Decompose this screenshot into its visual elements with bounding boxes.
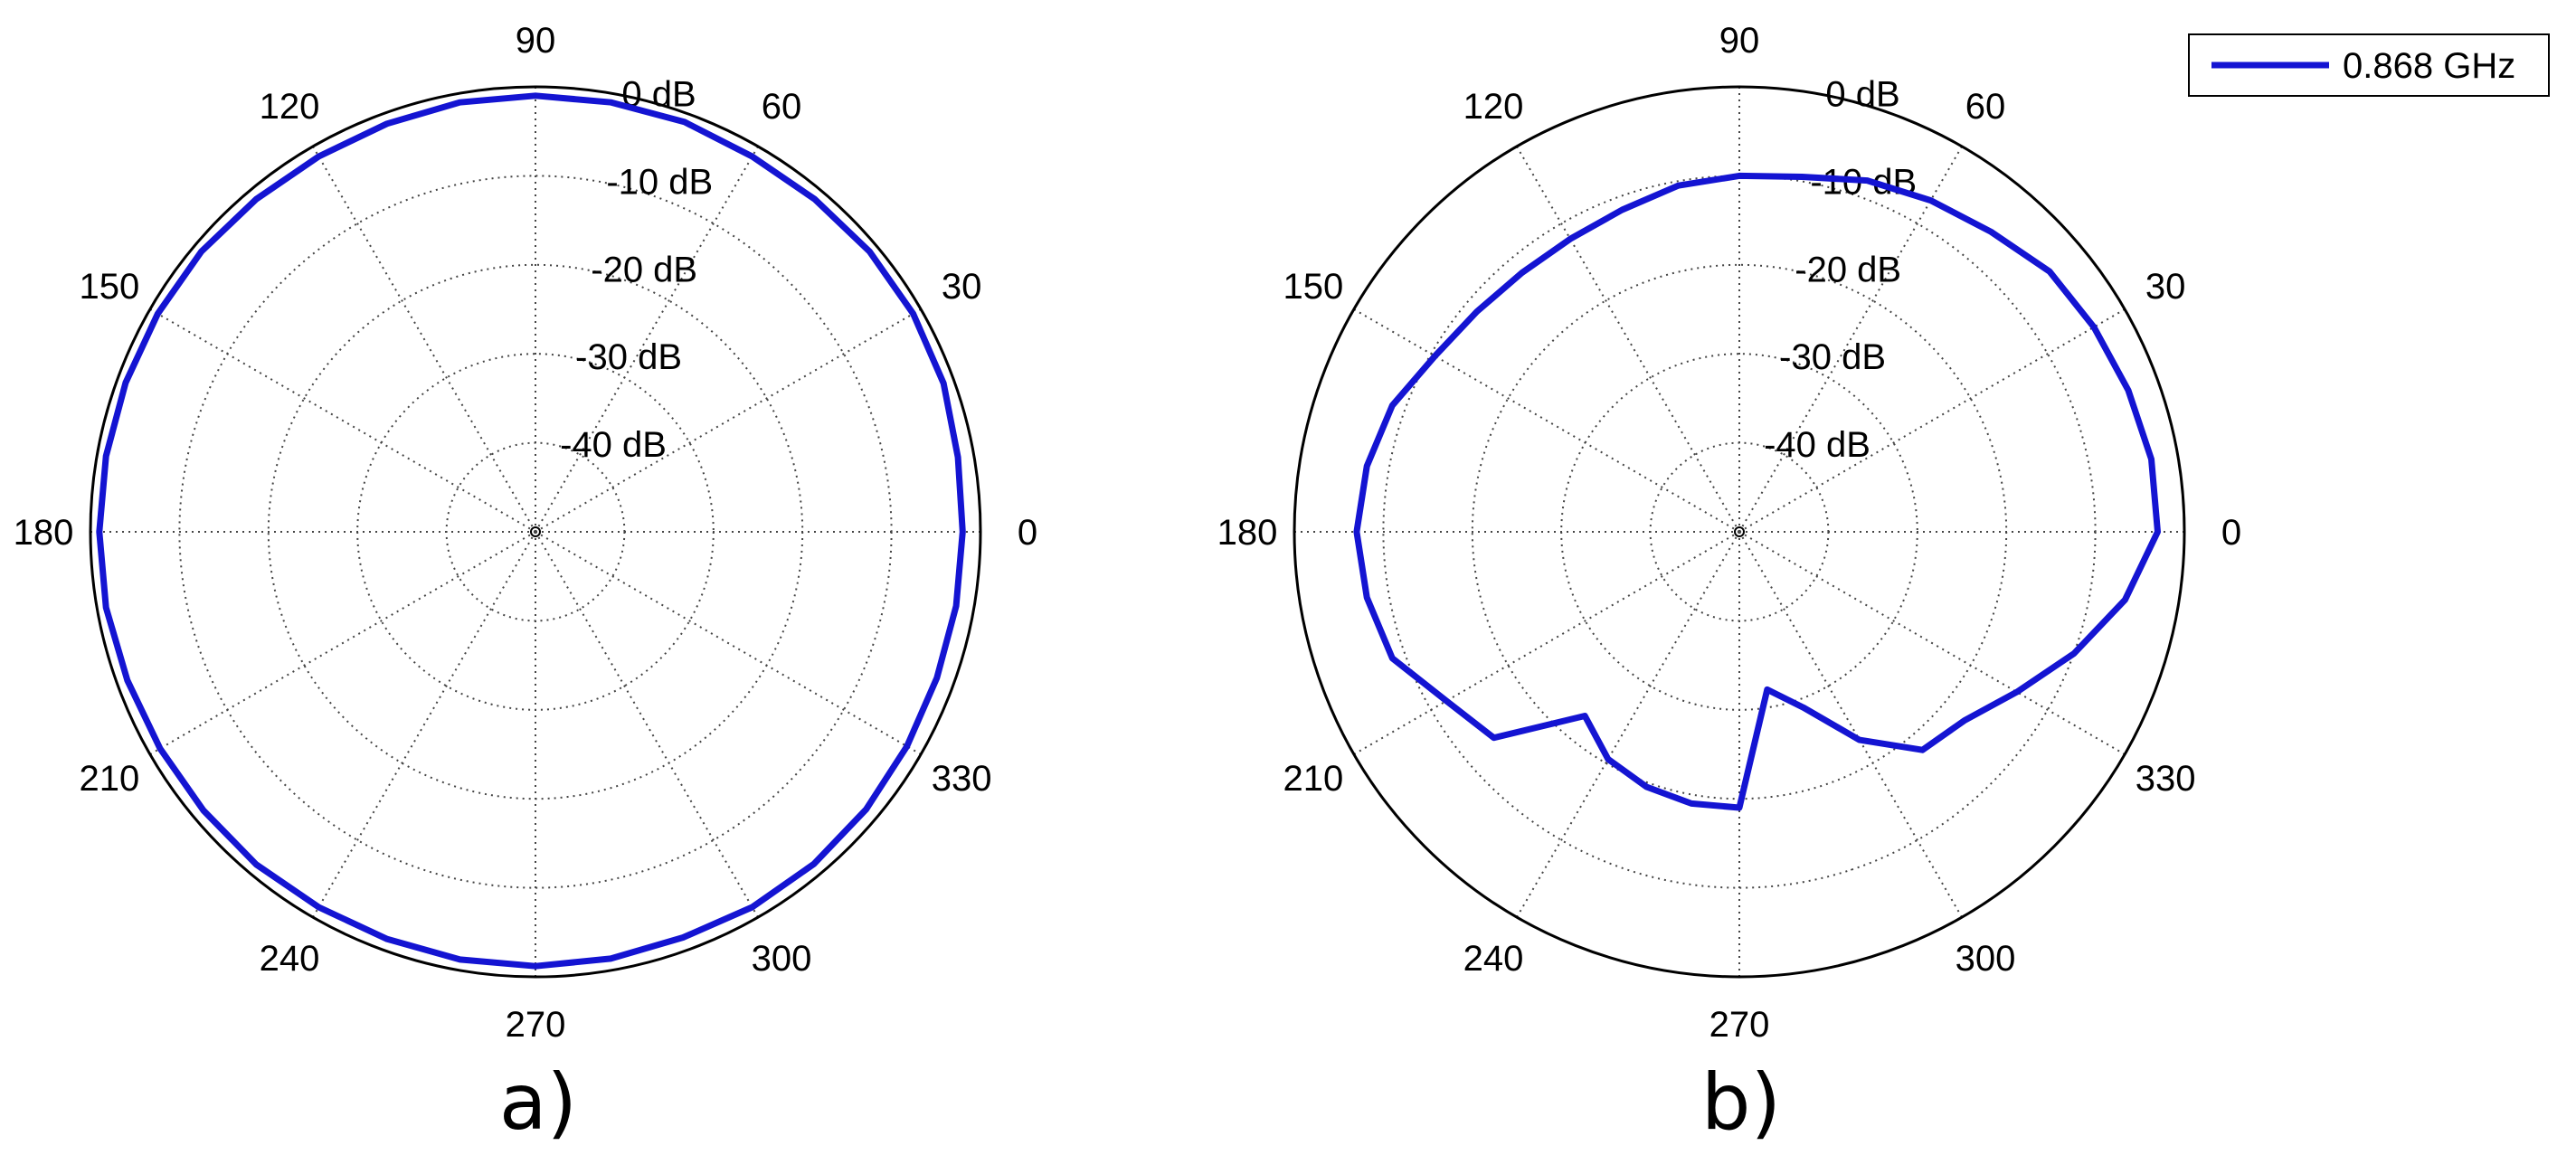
theta-tick-label: 210 (80, 759, 140, 799)
angular-grid-spoke (1353, 531, 1740, 755)
theta-tick-label: 330 (2136, 759, 2196, 799)
theta-tick-label: 30 (942, 267, 982, 307)
theta-tick-label: 300 (1956, 939, 2016, 979)
angular-grid-spoke (535, 308, 922, 533)
legend-entry-label: 0.868 GHz (2343, 46, 2515, 86)
r-tick-label: -20 dB (591, 250, 697, 289)
panel-label-b: b) (1701, 1057, 1781, 1148)
angular-grid-spoke (535, 146, 759, 533)
angular-grid-spoke (312, 146, 536, 533)
r-tick-label: -40 dB (1764, 425, 1870, 465)
legend: 0.868 GHz (2188, 33, 2550, 97)
theta-tick-label: 270 (1709, 1005, 1770, 1045)
theta-tick-label: 30 (2145, 267, 2186, 307)
theta-tick-label: 330 (932, 759, 992, 799)
r-tick-label: -30 dB (1779, 337, 1886, 377)
r-tick-label: -40 dB (560, 425, 667, 465)
series-line-0868-ghz (1353, 172, 2161, 811)
theta-tick-label: 0 (2221, 513, 2241, 553)
theta-tick-label: 180 (1217, 513, 1278, 553)
outer-circle (1293, 85, 2186, 979)
theta-tick-label: 270 (506, 1005, 566, 1045)
angular-grid-spoke (535, 531, 922, 755)
theta-tick-label: 0 (1018, 513, 1037, 553)
theta-tick-label: 240 (1463, 939, 1524, 979)
angular-grid-spoke (1738, 308, 2126, 533)
angular-grid-spoke (149, 531, 536, 755)
theta-tick-label: 120 (260, 87, 320, 127)
angular-grid-spoke (1516, 531, 1740, 918)
panel-label-a: a) (499, 1057, 577, 1148)
theta-tick-label: 150 (1283, 267, 1344, 307)
angular-grid-spoke (1738, 531, 1963, 918)
angular-grid-spoke (1516, 146, 1740, 533)
theta-tick-label: 90 (516, 21, 556, 61)
series-line-0868-ghz (96, 92, 966, 970)
r-tick-label: -10 dB (606, 162, 713, 202)
angular-grid-spoke (1738, 146, 1963, 533)
angular-grid-spoke (312, 531, 536, 918)
r-tick-label: 0 dB (1825, 74, 1899, 114)
theta-tick-label: 60 (762, 87, 802, 127)
r-tick-label: -20 dB (1795, 250, 1901, 289)
angular-grid-spoke (1353, 308, 1740, 533)
theta-tick-label: 180 (14, 513, 74, 553)
theta-tick-label: 120 (1463, 87, 1524, 127)
outer-circle (89, 85, 982, 979)
angular-grid-spoke (149, 308, 536, 533)
center-marker (530, 526, 541, 537)
theta-tick-label: 210 (1283, 759, 1344, 799)
angular-grid-spoke (1738, 531, 2126, 755)
center-marker (1734, 526, 1745, 537)
theta-tick-label: 150 (80, 267, 140, 307)
r-tick-label: -30 dB (575, 337, 682, 377)
theta-tick-label: 90 (1719, 21, 1760, 61)
theta-tick-label: 240 (260, 939, 320, 979)
angular-grid-spoke (535, 531, 759, 918)
theta-tick-label: 60 (1965, 87, 2006, 127)
theta-tick-label: 300 (752, 939, 812, 979)
